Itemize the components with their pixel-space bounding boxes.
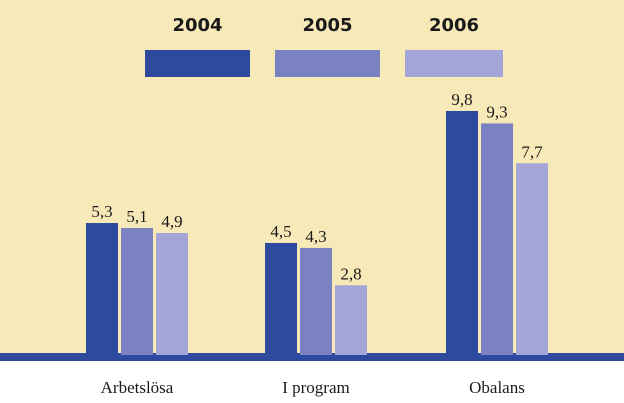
legend-label: 2006 [429,15,479,36]
value-label: 4,5 [270,222,291,241]
x-tick-label: I program [282,378,350,397]
value-label: 4,3 [305,227,326,246]
legend-swatch [275,50,380,77]
bar [446,110,478,355]
legend-label: 2004 [172,15,222,36]
value-label: 7,7 [521,142,543,161]
legend-label: 2005 [302,15,352,36]
axis-bar [0,353,624,361]
value-label: 4,9 [161,212,182,231]
x-tick-label: Obalans [469,378,525,397]
bar [516,163,548,355]
x-tick-label: Arbetslösa [101,378,174,397]
bar [300,247,332,355]
value-label: 5,1 [126,207,147,226]
value-label: 2,8 [340,264,361,283]
legend-swatch [405,50,503,77]
bar [86,223,118,355]
bar [121,228,153,355]
value-label: 5,3 [91,202,112,221]
value-label: 9,8 [451,90,472,109]
legend-swatch [145,50,250,77]
value-label: 9,3 [486,102,507,121]
bar [481,123,513,356]
bar [335,285,367,355]
bar [265,242,297,355]
bar [156,232,188,355]
